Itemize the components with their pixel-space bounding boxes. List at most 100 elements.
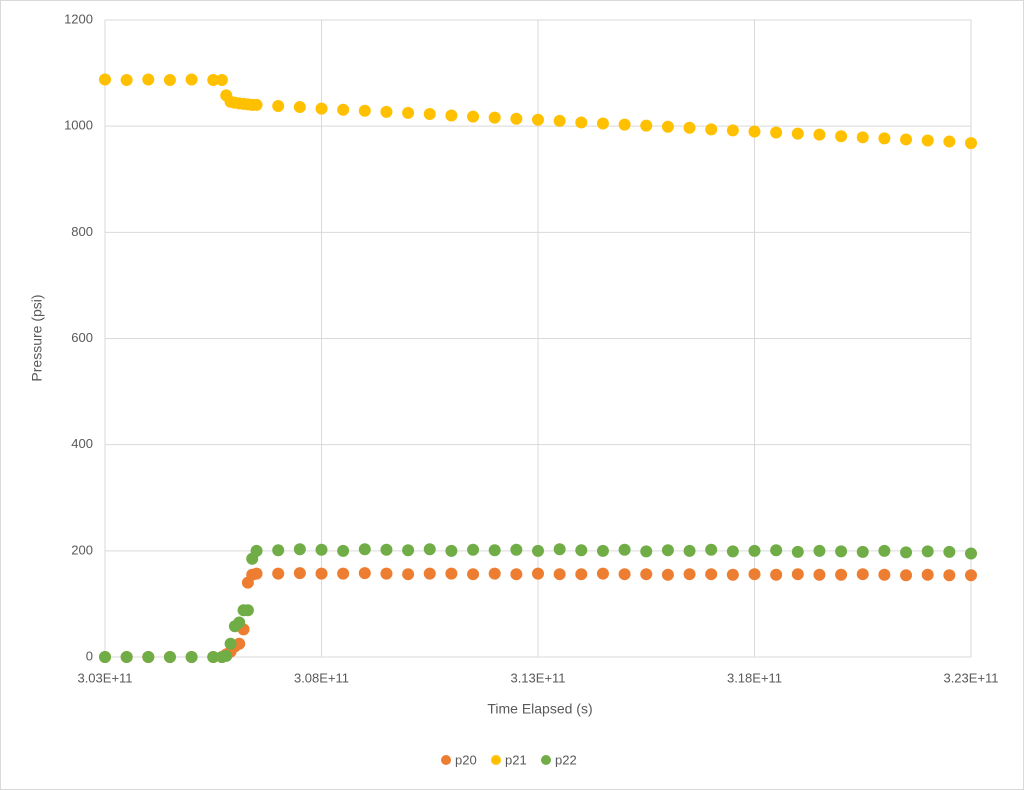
data-point [705, 123, 718, 136]
data-point [272, 544, 285, 557]
data-point [965, 137, 977, 150]
data-point [120, 651, 133, 663]
data-point [965, 569, 977, 582]
data-point [142, 651, 155, 663]
legend-marker [491, 755, 501, 765]
legend-label: p21 [505, 752, 527, 767]
data-point [215, 73, 228, 86]
data-point [315, 567, 328, 580]
data-point [683, 544, 696, 557]
data-point [683, 121, 696, 134]
data-point [510, 568, 523, 581]
data-point [402, 568, 415, 581]
data-point [965, 547, 977, 560]
y-tick-label: 800 [71, 224, 93, 239]
data-point [445, 109, 458, 122]
data-point [791, 127, 804, 140]
data-point [943, 545, 956, 558]
data-point [220, 649, 233, 662]
data-point [878, 568, 891, 581]
data-point [596, 117, 609, 130]
data-point [272, 99, 285, 112]
data-point [661, 120, 674, 133]
data-point [596, 544, 609, 557]
data-point [553, 568, 566, 581]
y-tick-label: 0 [86, 648, 93, 663]
data-point [661, 568, 674, 581]
data-point [423, 107, 436, 120]
data-point [99, 73, 111, 86]
data-point [380, 543, 393, 556]
legend-label: p20 [455, 752, 477, 767]
data-point [163, 651, 176, 663]
data-point [640, 545, 653, 558]
data-point [835, 568, 848, 581]
data-point [445, 544, 458, 557]
data-point [337, 567, 350, 580]
data-point [337, 544, 350, 557]
data-point [488, 544, 501, 557]
data-point [241, 604, 254, 617]
data-point [358, 104, 371, 117]
data-point [943, 135, 956, 148]
data-point [748, 568, 761, 581]
legend-marker [541, 755, 551, 765]
data-point [726, 568, 739, 581]
data-point [900, 133, 913, 146]
data-point [402, 106, 415, 119]
data-point [748, 125, 761, 138]
data-point [618, 568, 631, 581]
x-axis-title: Time Elapsed (s) [487, 701, 592, 717]
y-tick-label: 200 [71, 542, 93, 557]
data-point [337, 103, 350, 116]
data-point [532, 567, 544, 580]
data-point [618, 118, 631, 131]
data-point [510, 112, 523, 125]
x-tick-label: 3.08E+11 [294, 670, 349, 685]
y-tick-label: 400 [71, 436, 93, 451]
data-point [120, 73, 133, 86]
data-point [272, 567, 285, 580]
data-point [185, 73, 198, 86]
data-point [575, 544, 588, 557]
data-point [380, 105, 393, 118]
data-point [900, 546, 913, 559]
data-point [921, 134, 934, 147]
data-point [293, 567, 306, 580]
data-point [726, 124, 739, 137]
data-point [770, 568, 783, 581]
x-tick-label: 3.03E+11 [77, 670, 132, 685]
data-point [878, 544, 891, 557]
data-point [856, 545, 869, 558]
data-point [402, 544, 415, 557]
data-point [99, 651, 111, 663]
data-point [467, 543, 480, 556]
y-axis-title: Pressure (psi) [29, 294, 45, 381]
x-tick-label: 3.13E+11 [510, 670, 565, 685]
data-point [142, 73, 155, 86]
data-point [921, 568, 934, 581]
data-point [835, 545, 848, 558]
data-point [640, 568, 653, 581]
data-point [467, 110, 480, 123]
data-point [207, 651, 220, 663]
data-point [510, 543, 523, 556]
data-point [293, 101, 306, 114]
y-tick-label: 1000 [64, 118, 93, 133]
data-point [813, 128, 826, 141]
y-tick-label: 1200 [64, 11, 93, 26]
data-point [683, 568, 696, 581]
data-point [661, 544, 674, 557]
data-point [791, 545, 804, 558]
data-point [423, 543, 436, 556]
data-point [835, 130, 848, 143]
data-point [791, 568, 804, 581]
data-point [575, 568, 588, 581]
data-point [921, 545, 934, 558]
data-point [748, 544, 761, 557]
data-point [900, 569, 913, 582]
data-point [488, 567, 501, 580]
data-point [878, 132, 891, 145]
data-point [224, 637, 237, 650]
